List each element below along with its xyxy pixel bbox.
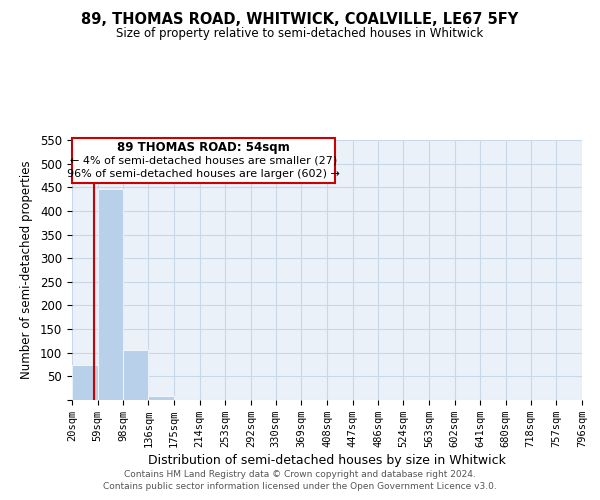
Text: ← 4% of semi-detached houses are smaller (27): ← 4% of semi-detached houses are smaller… <box>70 156 337 166</box>
Text: 96% of semi-detached houses are larger (602) →: 96% of semi-detached houses are larger (… <box>67 169 340 179</box>
Text: Size of property relative to semi-detached houses in Whitwick: Size of property relative to semi-detach… <box>116 28 484 40</box>
Text: 89 THOMAS ROAD: 54sqm: 89 THOMAS ROAD: 54sqm <box>117 142 290 154</box>
Bar <box>123 350 148 400</box>
X-axis label: Distribution of semi-detached houses by size in Whitwick: Distribution of semi-detached houses by … <box>148 454 506 467</box>
Bar <box>148 396 174 400</box>
Y-axis label: Number of semi-detached properties: Number of semi-detached properties <box>20 160 33 380</box>
Bar <box>98 188 123 400</box>
Bar <box>72 364 98 400</box>
Text: Contains HM Land Registry data © Crown copyright and database right 2024.: Contains HM Land Registry data © Crown c… <box>124 470 476 479</box>
Text: Contains public sector information licensed under the Open Government Licence v3: Contains public sector information licen… <box>103 482 497 491</box>
Text: 89, THOMAS ROAD, WHITWICK, COALVILLE, LE67 5FY: 89, THOMAS ROAD, WHITWICK, COALVILLE, LE… <box>82 12 518 28</box>
